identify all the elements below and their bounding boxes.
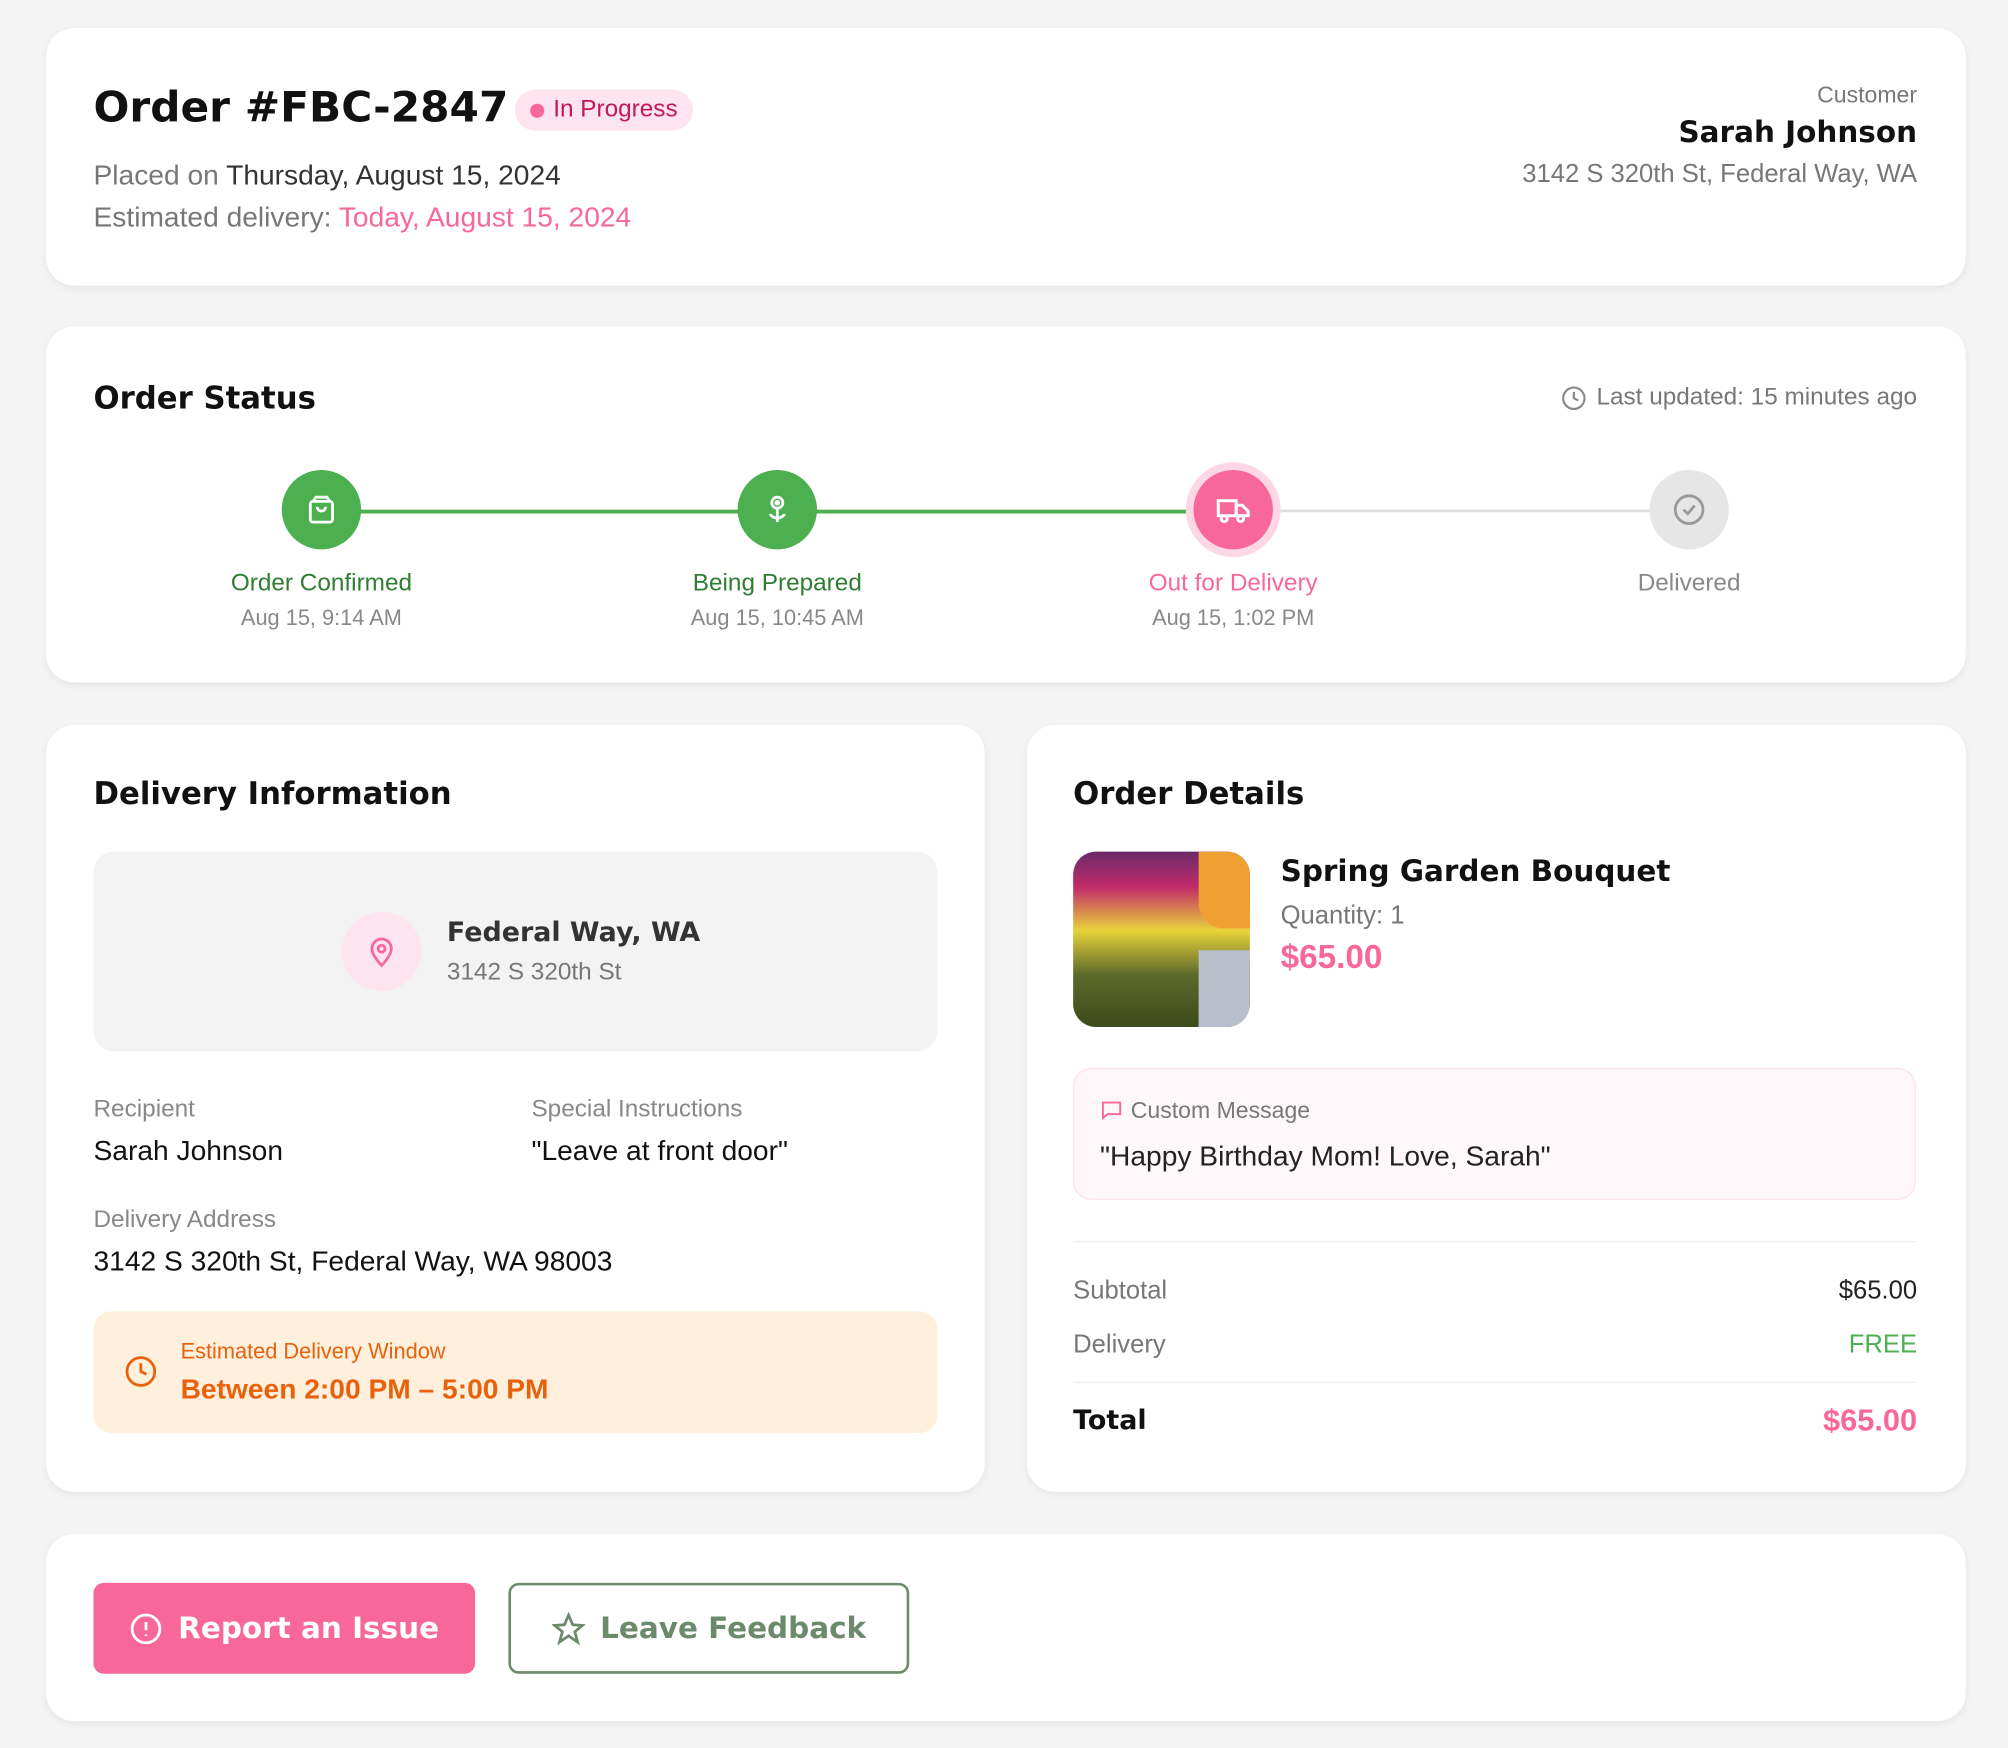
recipient-value: Sarah Johnson <box>93 1134 284 1167</box>
location-pin-icon <box>341 911 422 992</box>
placed-date: Thursday, August 15, 2024 <box>226 158 561 191</box>
message-label: Custom Message <box>1130 1097 1311 1124</box>
step-label: Order Confirmed <box>230 569 413 597</box>
map-city: Federal Way, WA <box>446 916 701 948</box>
window-value: Between 2:00 PM – 5:00 PM <box>180 1372 549 1405</box>
step-delivered: Delivered <box>1535 469 1842 598</box>
total-label: Total <box>1073 1404 1147 1436</box>
message-icon <box>1101 1101 1122 1120</box>
check-circle-icon <box>1649 469 1729 550</box>
subtotal-label: Subtotal <box>1073 1276 1168 1305</box>
last-updated: Last updated: 15 minutes ago <box>1561 384 1917 412</box>
est-prefix: Estimated delivery: <box>93 201 332 234</box>
actions-card: Report an Issue Leave Feedback <box>46 1534 1966 1722</box>
alert-circle-icon <box>130 1613 162 1644</box>
details-title: Order Details <box>1073 776 1305 812</box>
step-being-prepared: Being Prepared Aug 15, 10:45 AM <box>624 469 931 631</box>
placed-prefix: Placed on <box>93 158 219 191</box>
instructions-label: Special Instructions <box>531 1096 743 1124</box>
address-value: 3142 S 320th St, Federal Way, WA 98003 <box>93 1244 613 1277</box>
message-text: "Happy Birthday Mom! Love, Sarah" <box>1100 1139 1551 1172</box>
status-dot-icon <box>530 103 545 118</box>
map-area[interactable]: Federal Way, WA 3142 S 320th St <box>93 851 938 1052</box>
step-order-confirmed: Order Confirmed Aug 15, 9:14 AM <box>168 469 475 631</box>
order-details-card: Order Details Spring Garden Bouquet Quan… <box>1027 724 1966 1492</box>
customer-name: Sarah Johnson <box>1678 116 1918 150</box>
customer-address: 3142 S 320th St, Federal Way, WA <box>1522 160 1918 189</box>
report-issue-button[interactable]: Report an Issue <box>93 1582 476 1674</box>
divider <box>1073 1240 1916 1243</box>
customer-label: Customer <box>1817 81 1918 108</box>
order-header-card: Order #FBC-2847 In Progress Placed on Th… <box>46 28 1966 286</box>
delivery-fee-value: FREE <box>1848 1330 1918 1359</box>
order-status-card: Order Status Last updated: 15 minutes ag… <box>46 326 1966 683</box>
instructions-value: "Leave at front door" <box>531 1134 788 1167</box>
step-time: Aug 15, 1:02 PM <box>1152 605 1315 631</box>
clock-icon <box>1561 386 1586 411</box>
clock-icon <box>125 1356 157 1387</box>
step-label: Being Prepared <box>692 569 862 597</box>
order-title: Order #FBC-2847 <box>93 81 509 132</box>
subtotal-value: $65.00 <box>1838 1276 1918 1305</box>
product-name: Spring Garden Bouquet <box>1280 855 1671 889</box>
shopping-bag-icon <box>281 469 362 550</box>
delivery-info-card: Delivery Information Federal Way, WA 314… <box>46 724 985 1492</box>
last-updated-text: Last updated: 15 minutes ago <box>1596 384 1918 412</box>
product-quantity: Quantity: 1 <box>1280 901 1405 930</box>
truck-icon <box>1193 469 1273 550</box>
divider <box>1073 1381 1916 1384</box>
status-badge-label: In Progress <box>553 96 678 123</box>
customer-info: Customer Sarah Johnson 3142 S 320th St, … <box>1522 82 1917 190</box>
product-price: $65.00 <box>1280 937 1383 976</box>
delivery-window: Estimated Delivery Window Between 2:00 P… <box>93 1311 938 1433</box>
window-label: Estimated Delivery Window <box>180 1339 446 1364</box>
recipient-label: Recipient <box>93 1096 195 1124</box>
product-image <box>1073 851 1250 1028</box>
custom-message-box: Custom Message "Happy Birthday Mom! Love… <box>1073 1068 1916 1200</box>
leave-feedback-label: Leave Feedback <box>600 1611 867 1645</box>
leave-feedback-button[interactable]: Leave Feedback <box>508 1582 910 1674</box>
placed-line: Placed on Thursday, August 15, 2024 <box>93 159 560 192</box>
star-icon <box>551 1611 585 1645</box>
flower-icon <box>737 469 818 550</box>
est-date: Today, August 15, 2024 <box>338 201 632 234</box>
address-label: Delivery Address <box>93 1206 277 1234</box>
step-label: Delivered <box>1637 569 1741 597</box>
step-time: Aug 15, 10:45 AM <box>690 605 864 631</box>
step-time: Aug 15, 9:14 AM <box>240 605 402 631</box>
step-label: Out for Delivery <box>1148 569 1318 597</box>
estimated-line: Estimated delivery: Today, August 15, 20… <box>93 201 631 234</box>
total-value: $65.00 <box>1823 1403 1918 1439</box>
map-street: 3142 S 320th St <box>446 959 622 987</box>
status-title: Order Status <box>93 380 316 417</box>
status-badge: In Progress <box>514 89 694 131</box>
progress-line-pending <box>1233 509 1690 513</box>
delivery-title: Delivery Information <box>93 776 452 812</box>
delivery-fee-label: Delivery <box>1073 1330 1166 1359</box>
report-issue-label: Report an Issue <box>178 1611 440 1645</box>
step-out-for-delivery: Out for Delivery Aug 15, 1:02 PM <box>1080 469 1387 631</box>
